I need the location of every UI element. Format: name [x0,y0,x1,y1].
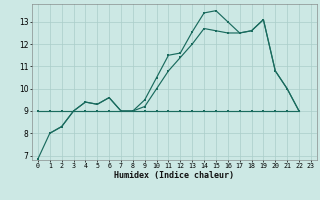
X-axis label: Humidex (Indice chaleur): Humidex (Indice chaleur) [115,171,234,180]
